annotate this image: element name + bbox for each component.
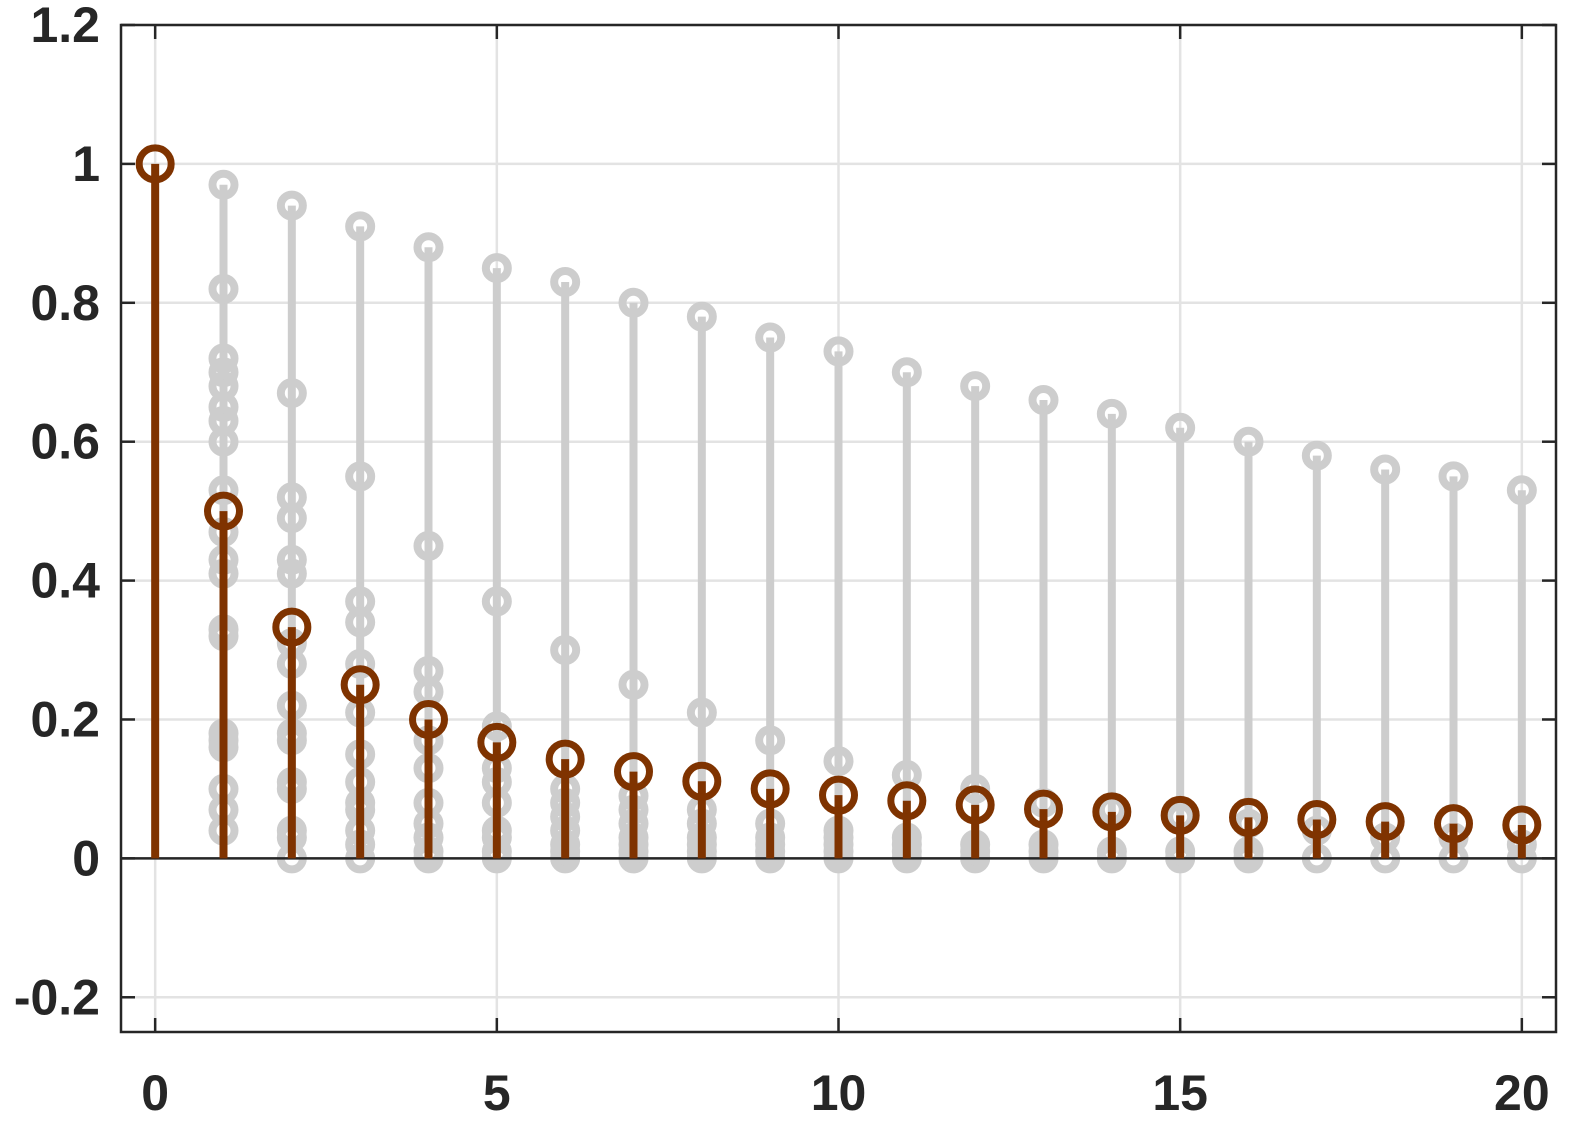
background-stem-marker	[755, 322, 786, 353]
background-stem-marker	[345, 607, 376, 638]
highlight-stem-marker	[477, 722, 517, 762]
y-tick-label: 0.2	[30, 691, 100, 747]
axes-frame	[119, 23, 1558, 1034]
highlight-stem-marker	[1502, 805, 1542, 845]
tick-labels: 0 5 10 15 20 -0.2 0 0.2 0.4 0.6 0.8 1 1.2	[14, 0, 1550, 1121]
highlight-stem-marker	[1365, 802, 1405, 842]
background-stem-marker	[1438, 461, 1469, 492]
background-stem-marker	[208, 343, 239, 374]
background-stem-marker	[1506, 475, 1537, 506]
x-tick-label: 20	[1494, 1065, 1550, 1121]
x-tick-label: 10	[811, 1065, 867, 1121]
background-stem-marker	[276, 190, 307, 221]
highlight-stem-marker	[887, 781, 927, 821]
background-stem-marker	[345, 461, 376, 492]
highlight-stem-marker	[1434, 804, 1473, 844]
background-stem-marker	[550, 266, 581, 297]
highlight-stem-marker	[340, 665, 380, 705]
x-tick-label: 5	[483, 1065, 511, 1121]
background-stem-marker	[618, 669, 649, 700]
highlight-stem-marker	[135, 144, 175, 184]
background-stem-marker	[276, 544, 307, 575]
background-stem-marker	[1233, 426, 1264, 457]
background-stem-marker	[686, 697, 717, 728]
highlight-stem-marker	[614, 752, 653, 792]
background-stem-marker	[1096, 398, 1127, 429]
highlight-stem-marker	[750, 769, 790, 809]
background-stem-marker	[481, 586, 512, 617]
background-stem-marker	[550, 635, 581, 666]
highlight-stem-marker	[272, 607, 312, 647]
background-stem-marker	[1165, 412, 1196, 443]
background-stem-marker	[891, 357, 922, 388]
background-stem-marker	[960, 371, 991, 402]
background-stem-marker	[208, 357, 239, 388]
background-stem-marker	[276, 503, 307, 534]
background-stem-marker	[413, 232, 444, 263]
highlight-stem-marker	[409, 699, 448, 739]
background-stem-marker	[208, 273, 239, 304]
background-stem-marker	[823, 336, 854, 367]
background-stem-marker	[208, 475, 239, 506]
highlight-stem-marker	[204, 491, 243, 531]
y-tick-label: 1	[72, 136, 100, 192]
background-stem-marker	[208, 426, 239, 457]
background-stem-marker	[345, 211, 376, 242]
highlight-stems	[135, 144, 1542, 859]
background-stem-marker	[413, 530, 444, 561]
background-stem-marker	[755, 725, 786, 756]
background-stem-marker	[1301, 440, 1332, 471]
highlight-stem-marker	[1297, 799, 1337, 839]
background-stem-marker	[1370, 454, 1401, 485]
highlight-stem-marker	[545, 739, 585, 779]
background-stem-marker	[208, 391, 239, 422]
background-stem-marker	[686, 301, 717, 332]
highlight-stem-marker	[1092, 792, 1132, 832]
highlight-stem-marker	[1024, 789, 1063, 829]
highlight-stem-marker	[819, 775, 858, 815]
x-tick-label: 0	[141, 1065, 169, 1121]
background-stem-marker	[618, 287, 649, 318]
background-stem-marker	[345, 648, 376, 679]
y-tick-label: -0.2	[14, 969, 100, 1025]
y-tick-label: 0.8	[30, 275, 100, 331]
y-tick-label: 0.6	[30, 414, 100, 470]
highlight-stem-marker	[1229, 797, 1268, 837]
highlight-stem-marker	[682, 761, 722, 801]
y-tick-label: 1.2	[30, 0, 100, 53]
background-stem-marker	[208, 169, 239, 200]
y-tick-label: 0	[72, 830, 100, 886]
x-tick-label: 15	[1152, 1065, 1208, 1121]
background-stem-marker	[276, 378, 307, 409]
highlight-stem-marker	[955, 785, 995, 825]
background-stem-marker	[481, 253, 512, 284]
background-stem-marker	[823, 746, 854, 777]
y-tick-label: 0.4	[30, 553, 100, 609]
highlight-stem-marker	[1160, 795, 1200, 835]
background-stem-marker	[1028, 385, 1059, 416]
background-stem-marker	[276, 558, 307, 589]
